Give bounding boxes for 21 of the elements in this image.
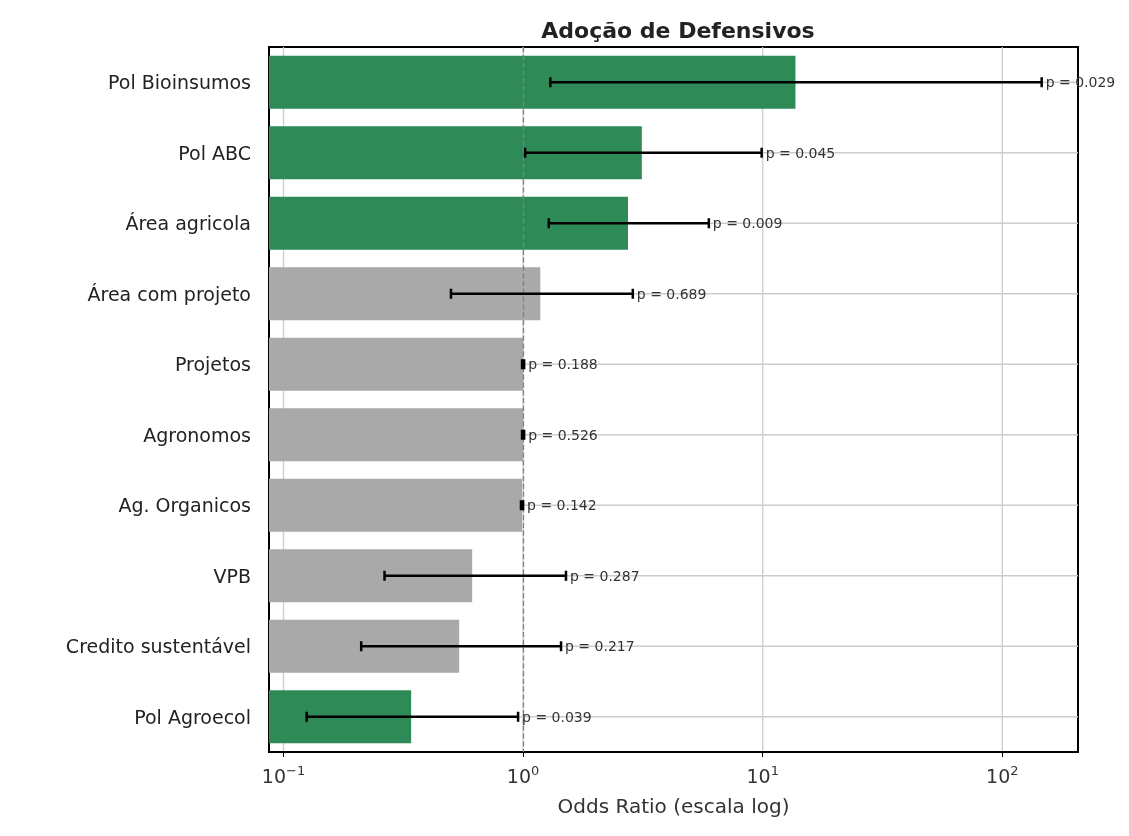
y-tick-label: Pol ABC	[178, 141, 251, 164]
y-tick-label: Pol Bioinsumos	[108, 71, 251, 94]
annotation: p = 0.009	[712, 215, 783, 232]
annotation: p = 0.689	[636, 285, 707, 302]
annotation: p = 0.045	[765, 144, 836, 161]
y-tick-label: Pol Agroecol	[134, 705, 251, 728]
x-axis-title: Odds Ratio (escala log)	[557, 794, 790, 818]
annotation: p = 0.039	[522, 708, 592, 725]
annotation: p = 0.526	[528, 426, 598, 443]
annotation: p = 0.142	[527, 497, 597, 514]
chart-title: Adoção de Defensivos	[541, 17, 815, 43]
y-tick-label: Área com projeto	[87, 282, 251, 305]
y-tick-label: Projetos	[174, 353, 251, 376]
annotation: p = 0.287	[569, 567, 640, 584]
annotation: p = 0.188	[528, 356, 598, 373]
y-tick-label: VPB	[213, 564, 251, 587]
y-tick-label: Agronomos	[143, 423, 251, 446]
annotation: p = 0.217	[565, 638, 635, 655]
y-tick-label: Ag. Organicos	[118, 494, 251, 517]
y-tick-label: Área agricola	[125, 212, 251, 235]
y-tick-label: Credito sustentável	[65, 635, 251, 658]
